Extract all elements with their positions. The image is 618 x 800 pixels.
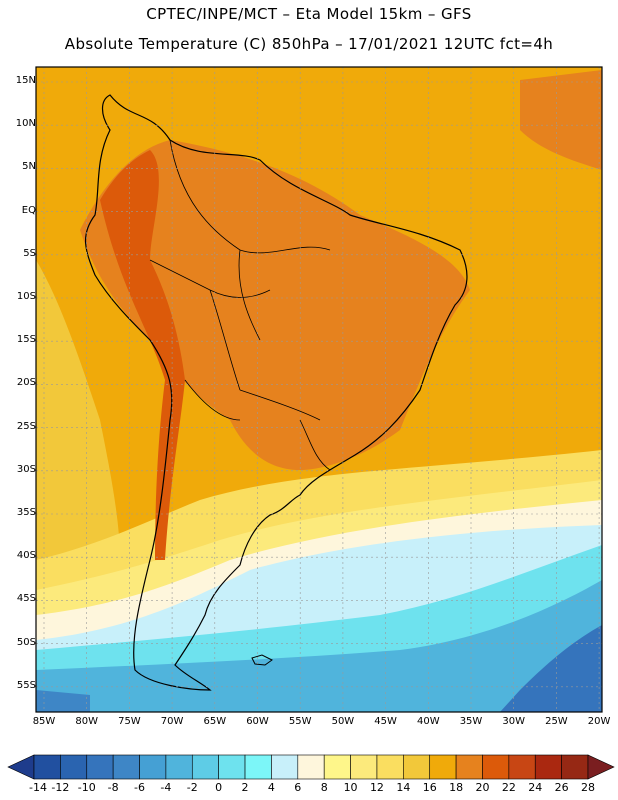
colorbar-swatch bbox=[60, 754, 88, 780]
lon-label-85w: 85W bbox=[32, 716, 56, 727]
colorbar-swatch bbox=[323, 754, 351, 780]
lon-label-30w: 30W bbox=[502, 716, 525, 727]
zone-0c bbox=[36, 580, 602, 712]
colorbar-label: 12 bbox=[369, 781, 384, 794]
lat-label-45s: 45S bbox=[16, 593, 36, 605]
colorbar-label: 28 bbox=[581, 781, 595, 794]
chart-subtitle: Absolute Temperature (C) 850hPa – 17/01/… bbox=[64, 35, 554, 53]
lon-label-70w: 70W bbox=[160, 716, 184, 727]
atlantic-warm-patch bbox=[520, 70, 602, 170]
lat-label-20s: 20S bbox=[16, 377, 36, 389]
lat-label-5s: 5S bbox=[23, 247, 36, 259]
lon-label-40w: 40W bbox=[416, 716, 440, 727]
colorbar-label: 26 bbox=[554, 781, 569, 794]
continent-warm-core bbox=[80, 140, 470, 470]
colorbar-swatch bbox=[86, 754, 114, 780]
colorbar-label: 20 bbox=[475, 781, 490, 794]
colorbar-swatch bbox=[455, 754, 483, 780]
lat-label-35s: 35S bbox=[16, 507, 36, 518]
colorbar-swatch bbox=[33, 754, 61, 780]
colorbar-swatch bbox=[561, 754, 589, 780]
lat-label-25s: 25S bbox=[16, 420, 36, 432]
lat-label-15s: 15S bbox=[16, 334, 36, 346]
zone-minus4c-sw bbox=[36, 690, 90, 712]
colorbar-swatch bbox=[297, 754, 325, 780]
lat-label-50s: 50S bbox=[16, 636, 36, 648]
colorbar-label: -10 bbox=[77, 781, 96, 794]
colorbar-label: 22 bbox=[501, 781, 516, 794]
colorbar-swatch bbox=[350, 754, 378, 780]
lon-label-25w: 25W bbox=[545, 716, 568, 727]
country-borders bbox=[149, 139, 331, 471]
colorbar-label: 10 bbox=[343, 781, 358, 794]
colorbar-label: -4 bbox=[160, 781, 172, 794]
colorbar-swatch bbox=[112, 754, 140, 780]
colorbar-min-arrow bbox=[7, 754, 35, 780]
lat-label-30s: 30S bbox=[16, 463, 36, 475]
falkland-islands bbox=[251, 654, 273, 666]
graticule bbox=[36, 67, 602, 712]
colorbar-label: 24 bbox=[528, 781, 543, 794]
lat-label-5n: 5N bbox=[22, 161, 36, 173]
lon-label-35w: 35W bbox=[459, 716, 483, 727]
lon-label-45w: 45W bbox=[374, 716, 397, 727]
colorbar-label: 8 bbox=[320, 781, 328, 794]
colorbar-label: 14 bbox=[396, 781, 411, 794]
lat-label-40s: 40S bbox=[16, 550, 36, 562]
colorbar-max-arrow bbox=[587, 754, 615, 780]
colorbar-swatch bbox=[403, 754, 431, 780]
colorbar-swatch bbox=[244, 754, 272, 780]
colorbar-swatch bbox=[534, 754, 562, 780]
colorbar-label: -6 bbox=[134, 781, 145, 794]
colorbar-swatch bbox=[508, 754, 536, 780]
lat-label-55s: 55S bbox=[16, 679, 36, 691]
colorbar-label: 0 bbox=[215, 781, 223, 794]
colorbar-swatch bbox=[429, 754, 457, 780]
colorbar-label: -12 bbox=[51, 781, 70, 794]
colorbar-swatch bbox=[191, 754, 219, 780]
colorbar-swatch bbox=[376, 754, 404, 780]
lon-label-75w: 75W bbox=[118, 716, 141, 727]
colorbar-swatch bbox=[165, 754, 193, 780]
colorbar-label: 2 bbox=[241, 781, 249, 794]
map-frame bbox=[35, 66, 603, 713]
colorbar-swatch bbox=[482, 754, 510, 780]
colorbar-swatch bbox=[271, 754, 299, 780]
lon-label-65w: 65W bbox=[203, 716, 227, 727]
lat-label-15n: 15N bbox=[15, 75, 36, 86]
lat-label-10n: 10N bbox=[15, 118, 36, 130]
lon-label-60w: 60W bbox=[246, 716, 269, 727]
colorbar-swatch bbox=[218, 754, 246, 780]
lon-label-55w: 55W bbox=[288, 716, 312, 727]
colorbar-swatch bbox=[139, 754, 167, 780]
lon-label-80w: 80W bbox=[75, 716, 98, 727]
colorbar-label: -8 bbox=[107, 781, 119, 794]
lon-label-50w: 50W bbox=[331, 716, 355, 727]
coastline bbox=[84, 94, 468, 691]
lat-label-10s: 10S bbox=[16, 291, 36, 302]
colorbar-label: 18 bbox=[449, 781, 464, 794]
colorbar-label: -2 bbox=[186, 781, 198, 794]
colorbar-label: 16 bbox=[422, 781, 437, 794]
lat-label-eq: EQ bbox=[21, 204, 36, 216]
colorbar bbox=[7, 754, 615, 780]
colorbar-label: 4 bbox=[267, 781, 275, 794]
zone-minus4c bbox=[500, 625, 602, 712]
andes-hot-ridge bbox=[100, 150, 185, 560]
colorbar-label: 6 bbox=[294, 781, 302, 794]
lon-label-20w: 20W bbox=[587, 716, 611, 727]
pacific-cool-band bbox=[36, 260, 120, 560]
colorbar-label: -14 bbox=[29, 781, 47, 794]
chart-title: CPTEC/INPE/MCT – Eta Model 15km – GFS bbox=[146, 5, 472, 23]
